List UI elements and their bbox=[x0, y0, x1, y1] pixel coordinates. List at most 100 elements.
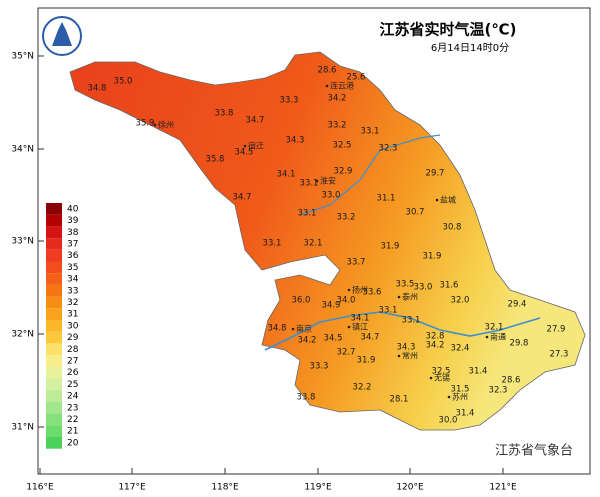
temperature: 29.4 bbox=[508, 300, 527, 310]
temperature: 29.7 bbox=[426, 169, 445, 179]
temperature: 33.8 bbox=[297, 393, 316, 403]
temperature: 32.4 bbox=[451, 344, 470, 354]
temperature: 31.6 bbox=[440, 281, 459, 291]
lon-label: 118°E bbox=[211, 483, 239, 493]
temperature: 34.5 bbox=[324, 334, 343, 344]
legend-swatch bbox=[46, 203, 62, 215]
temperature: 34.7 bbox=[361, 333, 380, 343]
temperature: 33.7 bbox=[347, 258, 366, 268]
legend-swatch bbox=[46, 343, 62, 356]
temperature: 32.8 bbox=[426, 332, 445, 342]
temperature: 28.6 bbox=[318, 66, 337, 76]
temperature: 31.4 bbox=[469, 367, 488, 377]
legend-label: 35 bbox=[67, 263, 78, 273]
legend-swatch bbox=[46, 214, 62, 227]
city-name: 泰州 bbox=[402, 292, 418, 302]
temperature: 27.9 bbox=[547, 325, 566, 335]
lon-label: 117°E bbox=[118, 483, 146, 493]
temperature: 31.5 bbox=[451, 385, 470, 395]
lat-label: 35°N bbox=[11, 52, 34, 62]
legend-swatch bbox=[46, 331, 62, 344]
temperature: 34.1 bbox=[277, 170, 296, 180]
legend-label: 37 bbox=[67, 239, 78, 249]
legend-swatch bbox=[46, 238, 62, 250]
city-name: 宿迁 bbox=[248, 141, 264, 151]
temperature: 32.0 bbox=[451, 296, 470, 306]
city-name: 常州 bbox=[402, 352, 418, 361]
temperature: 36.0 bbox=[292, 296, 311, 306]
temperature: 32.3 bbox=[489, 386, 508, 396]
temperature: 34.8 bbox=[268, 324, 287, 334]
city-dot bbox=[315, 179, 319, 183]
temperature: 33.2 bbox=[328, 121, 347, 131]
city-name: 南通 bbox=[490, 332, 506, 342]
city-name: 无锡 bbox=[434, 374, 450, 383]
city-dot bbox=[397, 354, 401, 358]
legend-label: 26 bbox=[67, 368, 79, 378]
temperature: 31.9 bbox=[381, 242, 400, 252]
temperature: 33.1 bbox=[402, 316, 421, 326]
temperature: 30.7 bbox=[406, 208, 425, 218]
legend-swatch bbox=[46, 284, 62, 297]
title: 江苏省实时气温(℃) bbox=[380, 21, 517, 39]
temperature: 31.1 bbox=[377, 194, 396, 204]
temperature: 31.4 bbox=[456, 409, 475, 419]
temperature: 35.9 bbox=[136, 119, 155, 129]
legend-swatch bbox=[46, 320, 62, 332]
temperature: 33.1 bbox=[298, 209, 317, 219]
temperature: 34.0 bbox=[337, 296, 356, 306]
city-dot bbox=[485, 335, 489, 339]
canal bbox=[299, 134, 441, 216]
lon-label: 116°E bbox=[26, 483, 54, 493]
legend-label: 39 bbox=[67, 216, 79, 226]
city-dot bbox=[435, 198, 439, 202]
temperature: 32.5 bbox=[432, 367, 451, 377]
city-dot bbox=[447, 395, 451, 399]
city-name: 徐州 bbox=[158, 120, 174, 130]
legend-swatch bbox=[46, 390, 62, 402]
legend-label: 28 bbox=[67, 345, 79, 355]
temperature: 34.8 bbox=[88, 84, 107, 94]
legend-swatch bbox=[46, 401, 62, 414]
temperature: 33.8 bbox=[215, 109, 234, 119]
legend-label: 36 bbox=[67, 251, 79, 261]
city-dot bbox=[325, 84, 329, 88]
temperature: 34.9 bbox=[322, 301, 341, 311]
temperature: 30.0 bbox=[439, 416, 458, 426]
legend-label: 40 bbox=[67, 204, 79, 214]
city-name: 镇江 bbox=[352, 322, 368, 332]
city-name: 盐城 bbox=[440, 195, 456, 205]
city-dot bbox=[291, 327, 295, 331]
temperature: 29.8 bbox=[510, 339, 529, 349]
temperature: 32.1 bbox=[304, 239, 323, 249]
city-dot bbox=[347, 288, 351, 292]
temperature: 33.5 bbox=[396, 280, 415, 290]
legend-swatch bbox=[46, 437, 62, 449]
temperature: 27.3 bbox=[550, 350, 569, 360]
temperature: 32.3 bbox=[379, 144, 398, 154]
lat-label: 32°N bbox=[11, 330, 34, 340]
temperature: 33.0 bbox=[414, 283, 433, 293]
temperature: 34.2 bbox=[328, 94, 347, 104]
temperature: 35.8 bbox=[206, 155, 225, 165]
city-dot bbox=[153, 123, 157, 127]
legend-label: 27 bbox=[67, 356, 78, 366]
lat-label: 31°N bbox=[11, 423, 34, 433]
temperature: 32.5 bbox=[333, 141, 352, 151]
city-name: 苏州 bbox=[452, 392, 468, 402]
temperature: 33.1 bbox=[263, 239, 282, 249]
temperature: 34.7 bbox=[246, 116, 265, 126]
temperature: 33.0 bbox=[322, 191, 341, 201]
legend-label: 38 bbox=[67, 228, 79, 238]
temperature: 33.3 bbox=[280, 96, 299, 106]
legend-swatch bbox=[46, 355, 62, 367]
temperature: 30.8 bbox=[443, 223, 462, 233]
legend-label: 21 bbox=[67, 427, 78, 437]
city-dot bbox=[243, 144, 247, 148]
city-name: 连云港 bbox=[330, 81, 354, 91]
city-name: 扬州 bbox=[352, 285, 368, 295]
legend-label: 22 bbox=[67, 415, 78, 425]
temperature: 31.9 bbox=[423, 252, 442, 262]
temperature: 34.2 bbox=[298, 336, 317, 346]
